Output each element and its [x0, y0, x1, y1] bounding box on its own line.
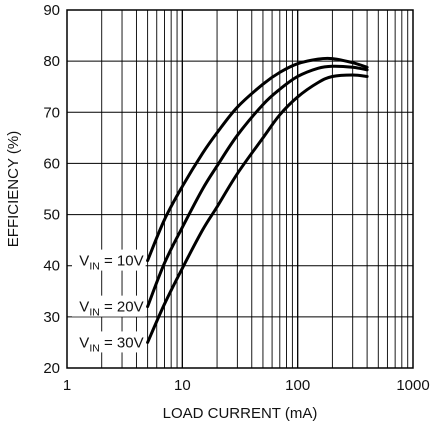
x-tick-label: 1000 [396, 377, 429, 394]
series-labels: VIN = 10V VIN = 20V VIN = 30V [72, 249, 146, 354]
series-label-3: VIN = 30V [79, 334, 143, 354]
grid [67, 10, 413, 368]
x-axis-label: LOAD CURRENT (mA) [163, 405, 318, 422]
y-tick-label: 30 [43, 309, 60, 326]
y-axis-label: EFFICIENCY (%) [5, 131, 22, 247]
y-tick-label: 80 [43, 53, 60, 70]
series-curves [146, 56, 369, 344]
y-tick-label: 50 [43, 207, 60, 224]
y-tick-label: 20 [43, 360, 60, 377]
x-tick-label: 100 [285, 377, 310, 394]
series-label-2: VIN = 20V [79, 299, 143, 319]
y-tick-label: 40 [43, 258, 60, 275]
tick-labels: 1 10 100 1000 20 30 40 50 60 70 80 90 [43, 2, 429, 394]
series-line-1 [146, 56, 369, 263]
series-line-2 [146, 64, 369, 309]
series-label-1: VIN = 10V [79, 253, 143, 273]
series-label-bg [72, 331, 146, 353]
plot-frame [66, 9, 414, 369]
y-tick-label: 90 [43, 2, 60, 19]
series-line-3 [146, 73, 369, 344]
series-label-bg [72, 249, 146, 271]
y-tick-label: 60 [43, 155, 60, 172]
x-tick-label: 1 [63, 377, 71, 394]
x-tick-label: 10 [174, 377, 191, 394]
series-label-bg [72, 295, 146, 317]
y-tick-label: 70 [43, 104, 60, 121]
